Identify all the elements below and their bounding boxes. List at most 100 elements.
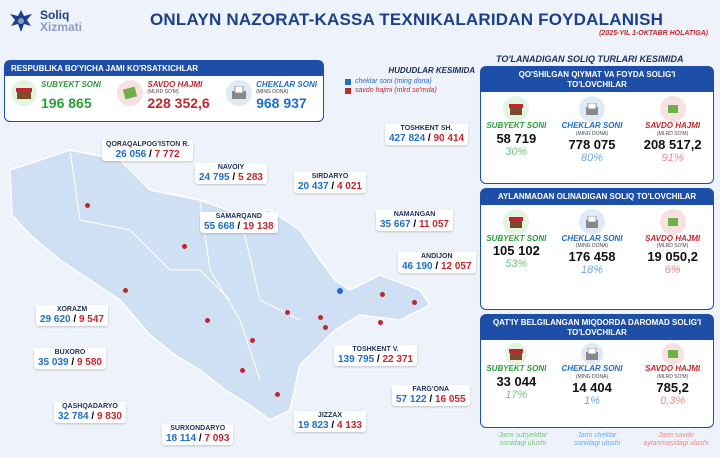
region-sirdaryo: SIRDARYO 20 437 / 4 021	[294, 172, 366, 193]
legend-blue-label: cheklar soni (ming dona)	[355, 78, 432, 85]
region-name: JIZZAX	[294, 411, 366, 420]
eagle-logo-icon	[10, 10, 32, 32]
region-name: TOSHKENT V.	[334, 345, 418, 354]
card-subyekt-value: 33 044	[496, 373, 537, 389]
shop-icon	[505, 343, 528, 366]
card-subyekt-label: SUBYEKT SONI	[486, 364, 547, 374]
card-savdo-unit: (MLRD SO'M)	[657, 130, 689, 137]
region-cheklar: 19 823	[298, 420, 329, 431]
region-savdo: 90 414	[433, 133, 465, 144]
map-dot-jizzax	[285, 310, 290, 315]
receipt-printer-icon	[226, 80, 253, 106]
receipt-printer-icon	[580, 343, 603, 366]
region-savdo: 19 138	[242, 221, 274, 232]
region-xorazm: XORAZM 29 620 / 9 547	[36, 305, 108, 326]
region-name: XORAZM	[36, 305, 108, 314]
footer-blue-note: Jami cheklar sonidagi ulushi	[573, 432, 621, 447]
card-cheklar-pct: 18%	[580, 263, 603, 276]
region-savdo: 9 580	[76, 357, 102, 368]
card-savdo-label: SAVDO HAJMI	[645, 364, 701, 374]
card-cheklar-value: 176 458	[568, 248, 616, 264]
legend-title: HUDUDLAR KESIMIDA	[388, 66, 475, 75]
region-savdo: 9 547	[78, 314, 104, 325]
region-savdo: 11 057	[418, 219, 449, 230]
card-cheklar-unit: (MING DONA)	[575, 373, 609, 380]
card-subyekt-value: 105 102	[492, 242, 540, 258]
republic-savdo: SAVDO HAJMI (MLRD SO'M) 228 352,6	[117, 80, 210, 111]
card-cheklar: CHEKLAR SONI (MING DONA) 778 075 80%	[557, 96, 627, 164]
card-savdo-unit: (MLRD SO'M)	[657, 242, 689, 249]
card-savdo-label: SAVDO HAJMI	[645, 233, 701, 243]
region-name: ANDIJON	[398, 252, 476, 261]
card-subyekt-label: SUBYEKT SONI	[486, 121, 547, 131]
republic-cheklar-label: CHEKLAR SONI	[256, 80, 317, 89]
card-cheklar-pct: 1%	[584, 394, 600, 407]
region-cheklar: 32 784	[58, 411, 89, 422]
card-cheklar-unit: (MING DONA)	[575, 242, 609, 249]
card-savdo-pct: 91%	[661, 151, 684, 164]
card-cheklar-label: CHEKLAR SONI	[561, 121, 623, 131]
map-dot-toshkent-sh	[337, 288, 343, 294]
region-name: NAVOIY	[195, 163, 267, 172]
region-cheklar: 139 795	[338, 354, 375, 365]
card-savdo-unit: (MLRD SO'M)	[657, 373, 689, 380]
card-subyekt-label: SUBYEKT SONI	[486, 233, 547, 243]
shop-icon	[11, 80, 37, 106]
region-cheklar: 55 668	[204, 221, 235, 232]
map-dot-samarqand	[250, 338, 255, 343]
legend-red-label: savdo hajmi (mlrd so'mda)	[355, 87, 437, 94]
card-subyekt: SUBYEKT SONI 58 719 30%	[486, 96, 546, 163]
map-legend: HUDUDLAR KESIMIDA cheklar soni (ming don…	[345, 66, 475, 94]
map-dot-xorazm	[123, 288, 128, 293]
region-namangan: NAMANGAN 35 667 / 11 057	[376, 210, 453, 231]
card-savdo: SAVDO HAJMI (MLRD SO'M) 208 517,2 91%	[638, 96, 708, 164]
region-qashqadaryo: QASHQADARYO 32 784 / 9 830	[54, 402, 126, 423]
card-cheklar-pct: 80%	[580, 151, 603, 164]
republic-subyekt-label: SUBYEKT SONI	[41, 80, 102, 89]
region-cheklar: 24 795	[199, 172, 230, 183]
region-samarqand: SAMARQAND 55 668 / 19 138	[200, 212, 278, 233]
card-cheklar-label: CHEKLAR SONI	[561, 233, 623, 243]
card-savdo: SAVDO HAJMI (MLRD SO'M) 785,2 0,3%	[638, 343, 708, 407]
money-icon	[659, 208, 686, 235]
right-title: TO'LANADIGAN SOLIQ TURLARI KESIMIDA	[496, 54, 684, 64]
logo-line2: Xizmati	[40, 20, 83, 34]
republic-savdo-unit: (MLRD SO'M)	[147, 89, 179, 95]
region-toshkent-v: TOSHKENT V. 139 795 / 22 371	[334, 345, 418, 366]
footer-green-note: Jami subyektlar sonidagi ulushi	[498, 432, 548, 447]
region-name: BUXORO	[34, 348, 106, 357]
receipt-printer-icon	[578, 208, 605, 235]
money-icon	[117, 80, 144, 106]
card-subyekt: SUBYEKT SONI 105 102 53%	[486, 208, 547, 276]
region-savdo: 4 133	[336, 420, 362, 431]
region-savdo: 22 371	[382, 354, 414, 365]
money-icon	[661, 343, 684, 366]
map-dot-navoiy	[182, 244, 187, 249]
republic-panel: RESPUBLIKA BO'YICHA JAMI KO'RSATKICHLAR …	[4, 60, 324, 122]
region-name: NAMANGAN	[376, 210, 453, 219]
region-toshkent-sh: TOSHKENT SH. 427 824 / 90 414	[385, 124, 469, 145]
tax-card-aylanma: AYLANMADAN OLINADIGAN SOLIQ TO'LOVCHILAR…	[480, 188, 714, 310]
republic-savdo-value: 228 352,6	[147, 95, 210, 111]
region-savdo: 4 021	[336, 181, 362, 192]
republic-cheklar-value: 968 937	[256, 95, 307, 111]
region-cheklar: 35 667	[380, 219, 411, 230]
region-surxondaryo: SURXONDARYO 18 114 / 7 093	[162, 424, 234, 445]
region-savdo: 7 772	[154, 149, 180, 160]
region-fargona: FARG'ONA 57 122 / 16 055	[392, 385, 470, 406]
card-subyekt: SUBYEKT SONI 33 044 17%	[486, 343, 546, 406]
region-savdo: 16 055	[434, 394, 466, 405]
region-name: SAMARQAND	[200, 212, 278, 221]
region-qoraqalpogiston: QORAQALPOG'ISTON R. 26 056 / 7 772	[102, 140, 194, 161]
card-cheklar-unit: (MING DONA)	[575, 130, 609, 137]
map-dot-toshkent-v	[323, 325, 328, 330]
region-cheklar: 26 056	[115, 149, 147, 160]
card-cheklar-label: CHEKLAR SONI	[561, 364, 623, 374]
card-cheklar: CHEKLAR SONI (MING DONA) 14 404 1%	[557, 343, 627, 407]
card-savdo-value: 785,2	[656, 379, 689, 395]
map-dot-fargona	[378, 320, 383, 325]
card-subyekt-pct: 30%	[505, 145, 528, 158]
region-name: QORAQALPOG'ISTON R.	[102, 140, 194, 149]
map-dot-namangan	[380, 292, 385, 297]
card-heading: AYLANMADAN OLINADIGAN SOLIQ TO'LOVCHILAR	[481, 189, 713, 205]
